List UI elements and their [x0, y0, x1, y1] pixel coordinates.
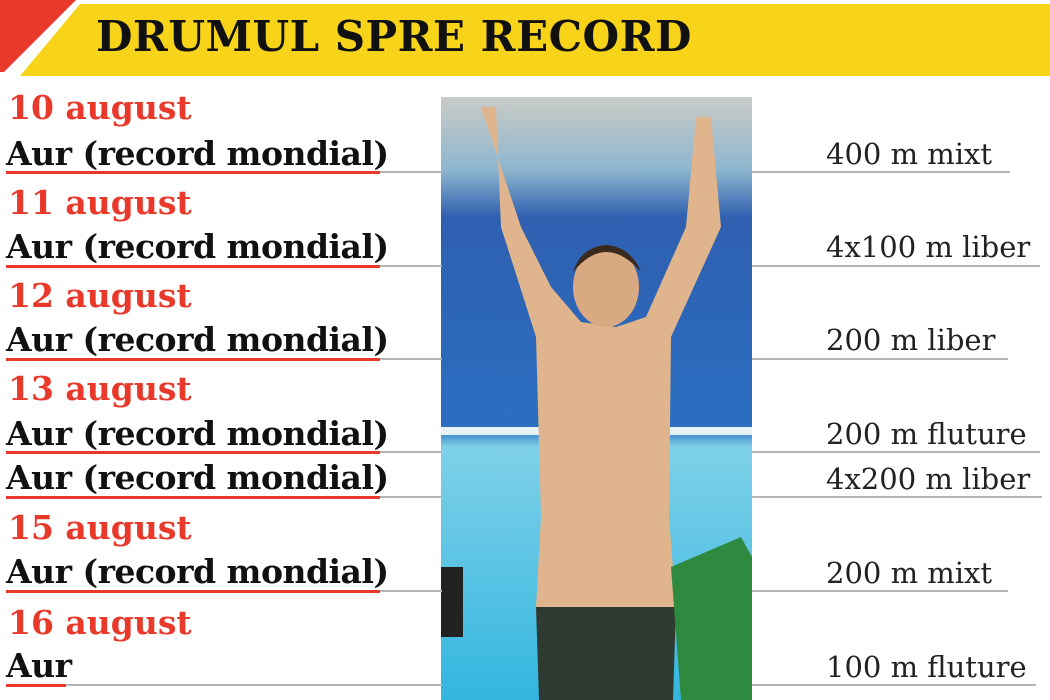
entry-event: 100 m fluture: [826, 650, 1027, 684]
red-underline: [6, 496, 380, 499]
header-yellow-band: [20, 4, 1050, 76]
entry-result: Aur (record mondial): [6, 552, 389, 591]
divider: [752, 684, 1036, 686]
page-title: DRUMUL SPRE RECORD: [96, 12, 692, 61]
divider: [752, 590, 1008, 592]
entry-event: 200 m fluture: [826, 417, 1027, 451]
entry-event: 400 m mixt: [826, 137, 993, 171]
entry-event: 4x200 m liber: [826, 462, 1031, 496]
entry-result: Aur (record mondial): [6, 227, 389, 266]
divider: [752, 496, 1042, 498]
divider: [380, 496, 442, 498]
divider: [66, 684, 442, 686]
divider: [380, 265, 442, 267]
header-banner: DRUMUL SPRE RECORD: [0, 0, 1050, 78]
entry-date: 10 august: [8, 88, 192, 127]
red-underline: [6, 358, 380, 361]
divider: [380, 590, 442, 592]
divider: [752, 265, 1040, 267]
entry-result: Aur (record mondial): [6, 458, 389, 497]
divider: [752, 358, 1008, 360]
entry-date: 13 august: [8, 369, 192, 408]
divider: [752, 451, 1040, 453]
entry-result: Aur (record mondial): [6, 320, 389, 359]
red-underline: [6, 590, 380, 593]
entry-date: 15 august: [8, 508, 192, 547]
divider: [380, 171, 442, 173]
entry-date: 16 august: [8, 603, 192, 642]
swimmer-photo: [441, 97, 752, 700]
red-underline: [6, 265, 380, 268]
red-underline: [6, 451, 380, 454]
entry-date: 11 august: [8, 183, 192, 222]
entry-event: 200 m mixt: [826, 556, 993, 590]
divider: [380, 358, 442, 360]
entry-event: 4x100 m liber: [826, 230, 1031, 264]
divider: [380, 451, 442, 453]
entry-event: 200 m liber: [826, 323, 996, 357]
entry-result: Aur (record mondial): [6, 414, 389, 453]
entry-result: Aur (record mondial): [6, 134, 389, 173]
red-underline: [6, 171, 380, 174]
entry-result: Aur: [6, 646, 72, 685]
red-underline: [6, 684, 66, 687]
entry-date: 12 august: [8, 276, 192, 315]
divider: [752, 171, 1010, 173]
